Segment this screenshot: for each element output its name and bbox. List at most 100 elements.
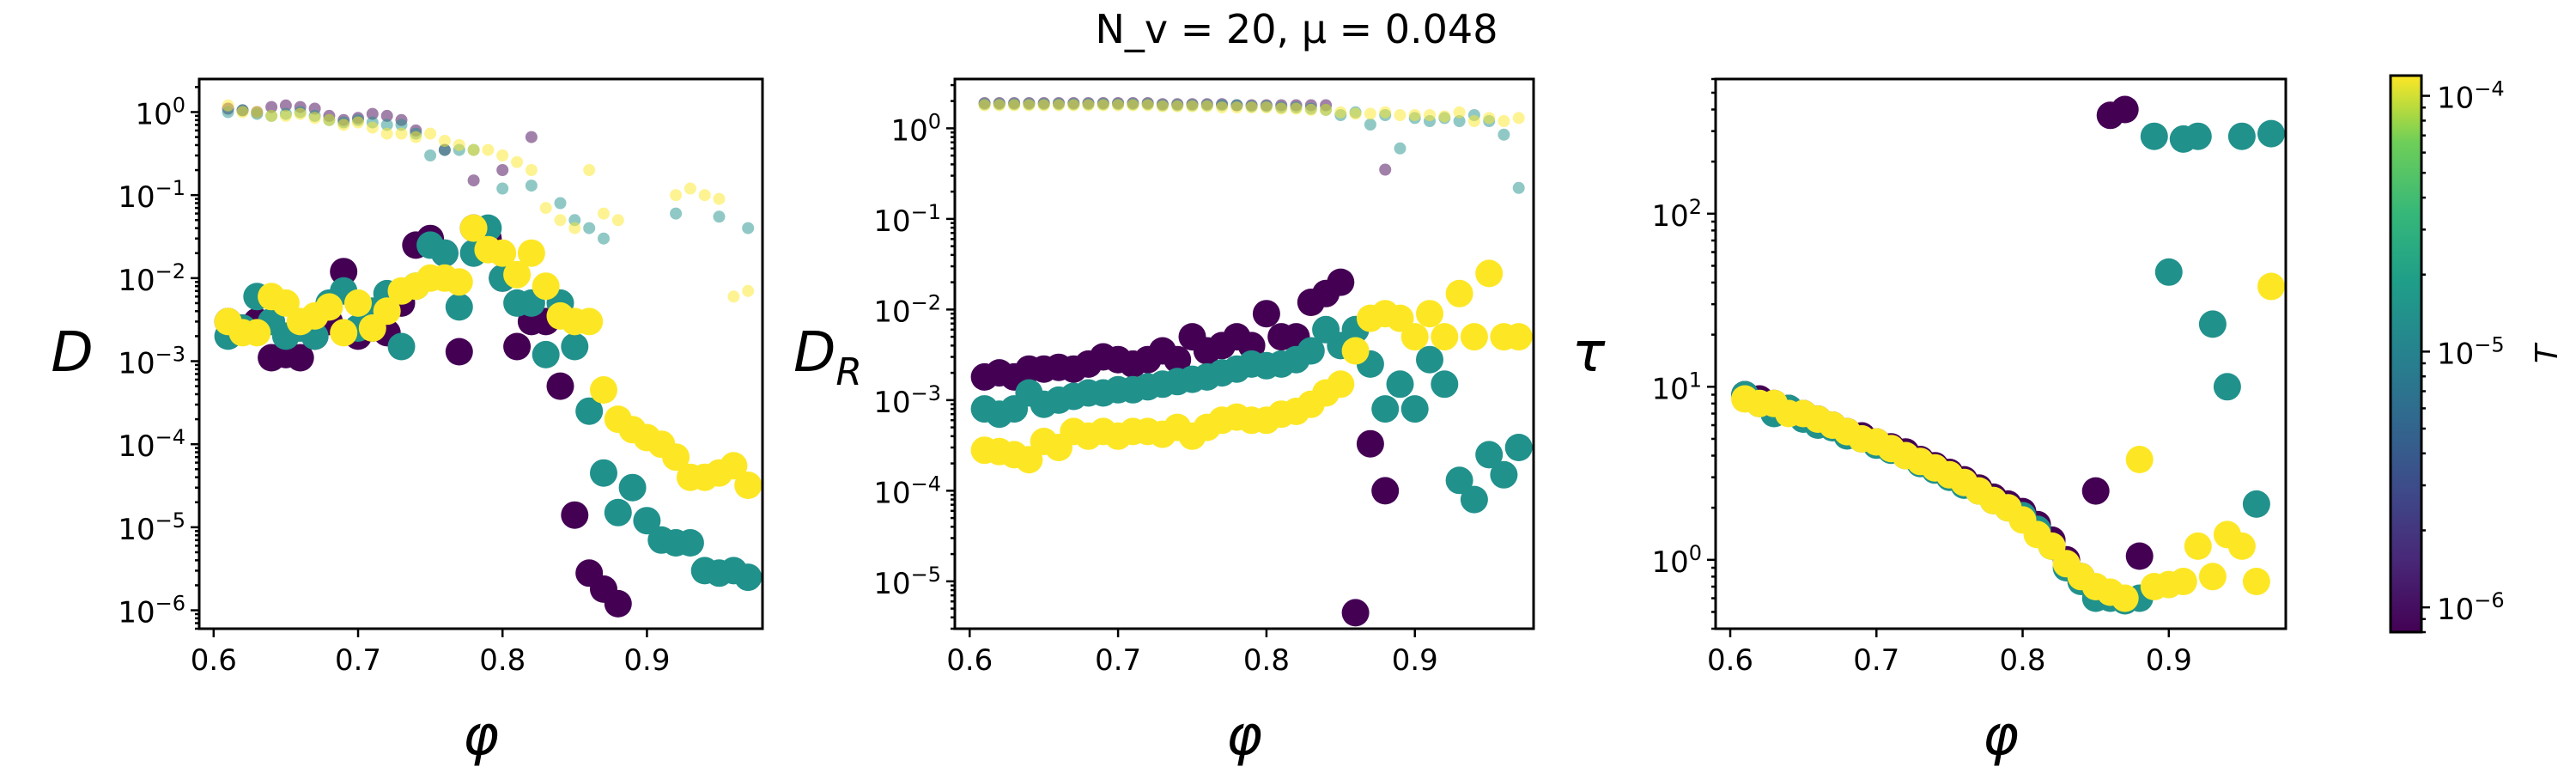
data-point (286, 344, 314, 372)
data-point (1327, 268, 1355, 296)
y-tick-label: 100 (1651, 541, 1702, 580)
data-point (676, 529, 704, 557)
data-point (683, 182, 696, 195)
data-point (1498, 115, 1510, 127)
data-point (554, 214, 567, 227)
data-point (445, 293, 473, 321)
data-point (265, 109, 278, 122)
data-point (525, 164, 538, 176)
data-point (2184, 532, 2212, 560)
data-point (583, 222, 596, 234)
data-point (467, 143, 480, 156)
data-point (1349, 107, 1362, 120)
data-point (1400, 323, 1429, 351)
colorbar-frame (2389, 74, 2423, 634)
x-tick-label: 0.9 (2146, 643, 2192, 678)
data-point (1512, 181, 1525, 194)
data-point (1200, 100, 1213, 113)
data-point (1341, 599, 1370, 627)
data-point (2154, 258, 2183, 286)
data-point (742, 284, 755, 297)
data-point (1304, 103, 1317, 116)
data-point (1260, 101, 1273, 114)
data-point (1216, 101, 1229, 114)
data-point (1445, 466, 1473, 495)
data-point (2111, 95, 2139, 124)
data-point (294, 107, 307, 120)
data-point (604, 589, 632, 618)
data-point (1453, 115, 1466, 127)
colorbar: 10−4 10−5 10−6 T (2389, 74, 2565, 634)
axes-frame (953, 77, 1535, 630)
data-point (222, 99, 234, 112)
data-point (734, 472, 762, 499)
panels: 0.6 0.7 0.8 0.9 100 10−1 10−2 10−3 10−4 10−5 10−6 φ… (51, 74, 2565, 768)
data-point (1320, 103, 1333, 116)
panel-3: 0.6 0.7 0.8 0.9 102 101 100 φ τ (1572, 77, 2287, 768)
data-point (1504, 323, 1533, 351)
data-point (2125, 446, 2154, 473)
colorbar-label: T (2530, 342, 2565, 363)
data-point (323, 113, 336, 126)
data-point (279, 99, 292, 112)
data-point (698, 189, 711, 202)
y-axis-label: D (51, 321, 93, 385)
data-point (395, 127, 408, 140)
data-point (1371, 395, 1400, 423)
data-point (1327, 370, 1355, 399)
data-point (1290, 102, 1303, 115)
data-point (993, 99, 1005, 112)
data-point (445, 268, 473, 296)
data-point (1297, 337, 1325, 365)
data-point (2257, 119, 2285, 148)
data-point (330, 319, 358, 347)
y-tick-label: 10−4 (118, 425, 185, 464)
data-point (251, 106, 264, 119)
x-tick-label: 0.7 (1095, 643, 1141, 678)
data-point (380, 119, 393, 131)
data-point (511, 155, 524, 168)
data-point (344, 289, 372, 317)
data-point (467, 174, 480, 187)
data-point (1252, 300, 1280, 328)
data-point (611, 214, 624, 227)
data-point (424, 127, 437, 140)
data-point (459, 214, 488, 242)
data-point (713, 192, 726, 205)
x-tick-label: 0.6 (1707, 643, 1753, 678)
data-point (1097, 99, 1109, 112)
y-tick-label: 100 (890, 109, 941, 148)
data-point (1379, 106, 1392, 119)
data-point (503, 332, 532, 361)
data-point (2257, 272, 2285, 301)
data-point (1460, 485, 1488, 514)
colorbar-tick-label: 10−5 (2437, 332, 2505, 371)
data-point (1015, 446, 1043, 474)
data-point (568, 222, 581, 234)
data-point (1334, 106, 1347, 119)
data-point (1356, 429, 1384, 458)
data-point (618, 473, 647, 502)
data-point (395, 119, 408, 131)
data-point (670, 207, 683, 220)
y-tick-label: 10−1 (873, 200, 941, 239)
data-point (2213, 373, 2241, 401)
y-tick-label: 10−3 (873, 381, 941, 420)
data-point (1127, 99, 1139, 112)
data-point (1467, 115, 1480, 127)
data-point (742, 222, 755, 234)
x-tick-label: 0.8 (479, 643, 526, 678)
data-point (2227, 122, 2256, 150)
data-point (265, 100, 278, 113)
data-point (2227, 532, 2256, 560)
data-point (1341, 337, 1370, 365)
data-point (2140, 122, 2168, 150)
data-point (366, 121, 379, 134)
x-tick-label: 0.6 (946, 643, 993, 678)
data-point (1400, 395, 1429, 423)
data-point (1230, 101, 1243, 114)
data-point (308, 112, 321, 125)
x-tick-label: 0.9 (1392, 643, 1438, 678)
x-tick-label: 0.7 (335, 643, 381, 678)
